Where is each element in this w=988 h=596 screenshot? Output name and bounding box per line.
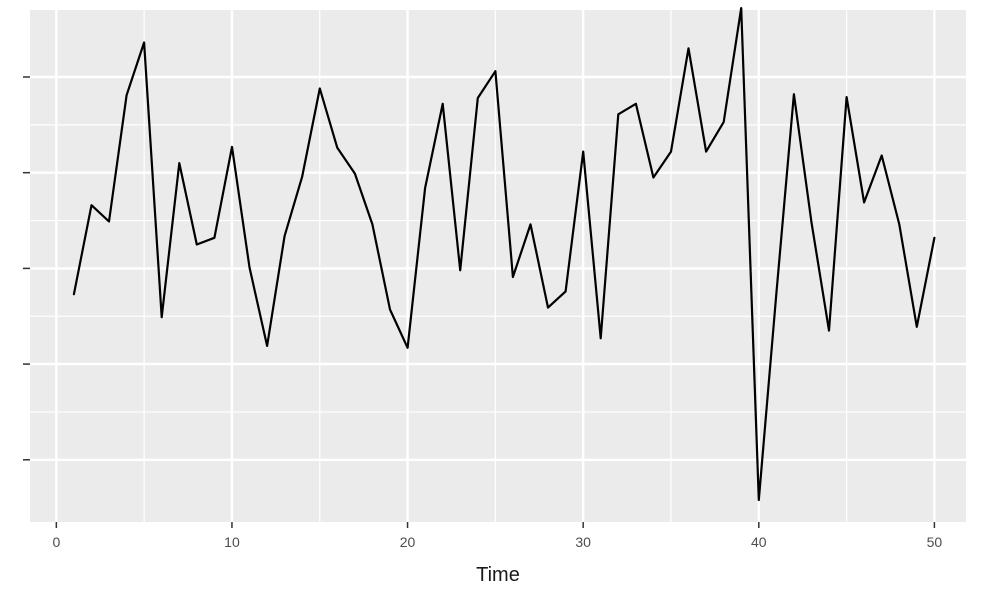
series-line: [72, 7, 936, 502]
x-axis-title: Time: [476, 564, 520, 586]
minor-gridlines: [30, 10, 966, 522]
x-tick-label: 20: [400, 534, 416, 550]
x-tick-label: 10: [224, 534, 240, 550]
panel-background: [30, 10, 966, 522]
x-axis-ticks: 0 10 20 30 40 50: [52, 522, 942, 550]
x-tick-label: 50: [927, 534, 943, 550]
y-axis-ticks: [23, 76, 30, 461]
x-tick-label: 30: [575, 534, 591, 550]
series-layer: [72, 7, 936, 502]
x-tick-label: 0: [52, 534, 60, 550]
major-gridlines: [30, 10, 966, 522]
x-tick-label: 40: [751, 534, 767, 550]
